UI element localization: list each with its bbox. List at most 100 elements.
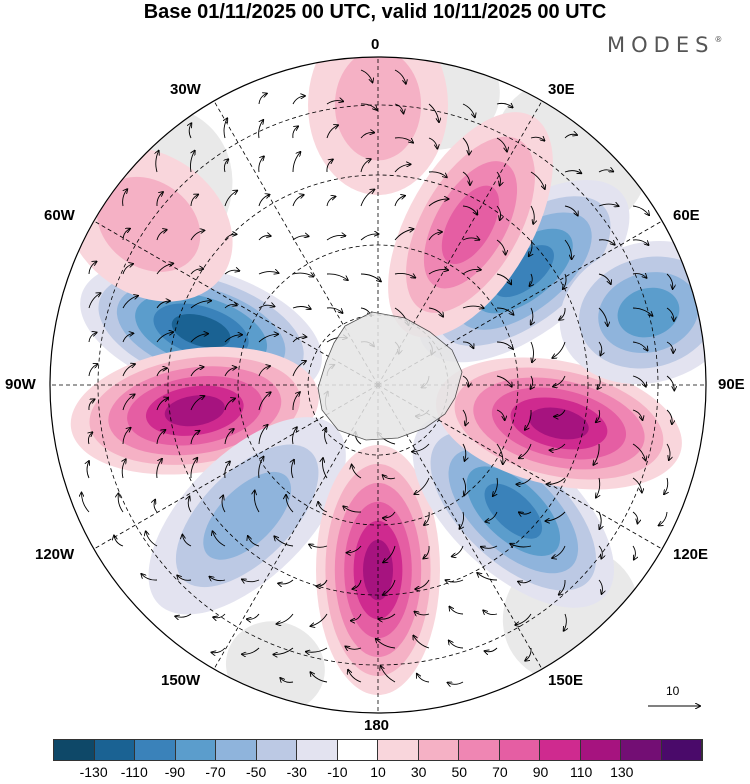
wind-arrow — [188, 496, 192, 513]
wind-arrow — [598, 273, 611, 284]
wind-arrow — [306, 647, 328, 652]
wind-arrow — [360, 103, 377, 110]
wind-arrow — [449, 607, 464, 615]
wind-arrow — [190, 195, 198, 207]
wind-arrow — [323, 458, 328, 479]
wind-arrow — [496, 103, 513, 107]
wind-arrow — [428, 171, 447, 177]
lon-label-90w: 90W — [5, 376, 36, 393]
vector-reference: 10 — [646, 684, 706, 714]
meridian-line — [213, 384, 379, 670]
wind-arrow — [122, 364, 135, 377]
lon-label-120e: 120E — [673, 546, 709, 563]
wind-arrow — [599, 511, 601, 529]
wind-arrow — [496, 137, 507, 152]
wind-arrow — [224, 305, 237, 309]
wind-arrow — [122, 394, 135, 411]
vector-reference-label: 10 — [666, 684, 680, 698]
wind-arrow — [462, 137, 469, 155]
map-title: Base 01/11/2025 00 UTC, valid 10/11/2025… — [143, 1, 607, 23]
wind-arrow — [394, 229, 414, 241]
wind-arrow — [394, 196, 405, 207]
colorbar-ticks: -130 -110 -90 -70 -50 -30 -10 10 30 50 70 90 110 130 — [0, 764, 750, 784]
wind-arrow — [666, 341, 673, 353]
wind-arrow — [286, 495, 294, 513]
wind-arrow — [496, 171, 500, 186]
meridian-line — [377, 384, 663, 550]
colorbar-tick-label: 30 — [410, 764, 427, 780]
wind-arrow — [462, 238, 479, 240]
wind-arrow — [428, 199, 449, 207]
colorbar-swatch-12 — [540, 740, 581, 760]
wind-arrow — [156, 151, 159, 173]
wind-arrow — [224, 367, 236, 377]
wind-arrow — [190, 431, 200, 445]
wind-arrow — [224, 461, 230, 479]
wind-arrow — [477, 573, 498, 581]
wind-arrow — [564, 134, 577, 139]
wind-arrow — [525, 409, 532, 430]
wind-arrow — [224, 429, 234, 445]
colorbar-swatch-4 — [216, 740, 257, 760]
wind-arrow — [258, 156, 264, 173]
wind-arrow — [292, 195, 304, 207]
wind-arrow — [360, 132, 374, 139]
wind-arrow — [553, 375, 566, 387]
wind-arrow — [496, 307, 514, 315]
wind-arrow — [529, 273, 532, 286]
wind-arrow — [122, 264, 133, 275]
wind-arrow — [383, 475, 396, 479]
lon-label-180: 180 — [364, 717, 390, 734]
colorbar-swatch-9 — [418, 740, 459, 760]
wind-arrow — [496, 205, 501, 220]
wind-arrow — [413, 636, 430, 649]
wind-arrow — [292, 392, 300, 411]
wind-arrow — [242, 647, 260, 654]
wind-arrow — [309, 544, 328, 547]
wind-arrow — [258, 305, 275, 309]
wind-arrow — [563, 273, 566, 289]
brand-logo: MODES® — [607, 33, 722, 57]
wind-arrow — [156, 398, 168, 411]
wind-arrow — [292, 337, 306, 343]
wind-arrow — [632, 274, 647, 278]
lon-label-120w: 120W — [35, 546, 75, 563]
wind-arrow — [222, 495, 226, 513]
wind-arrow — [449, 641, 464, 649]
wind-arrow — [88, 293, 101, 309]
wind-arrow — [156, 332, 173, 343]
wind-arrow — [190, 396, 204, 411]
wind-arrow — [664, 477, 668, 494]
meridian-line — [377, 100, 543, 386]
wind-arrow — [666, 273, 673, 289]
wind-arrow — [292, 306, 311, 309]
wind-arrow — [258, 366, 270, 377]
wind-arrow — [632, 205, 649, 215]
wind-arrow — [118, 493, 124, 513]
wind-arrow — [326, 235, 345, 241]
wind-arrow — [483, 610, 498, 614]
map-border — [49, 56, 707, 714]
wind-arrow — [394, 137, 413, 143]
wind-arrow — [598, 239, 615, 245]
wind-arrow — [493, 477, 498, 496]
colorbar — [53, 739, 703, 761]
wind-arrow — [114, 536, 124, 547]
wind-arrow — [598, 341, 602, 355]
wind-arrow — [360, 190, 374, 207]
wind-arrow — [564, 171, 581, 174]
wind-arrow — [248, 536, 260, 547]
wind-arrow — [448, 681, 464, 684]
lon-label-150w: 150W — [161, 672, 201, 689]
colorbar-swatch-5 — [256, 740, 297, 760]
wind-arrow — [258, 457, 264, 479]
wind-arrow — [462, 443, 466, 461]
wind-arrow — [414, 612, 430, 615]
brand-name: MODES — [607, 33, 715, 57]
anomaly-contour — [164, 395, 225, 427]
wind-arrow — [190, 230, 204, 241]
wind-arrow — [175, 613, 192, 617]
wind-arrow — [481, 546, 498, 548]
wind-arrow — [632, 239, 649, 245]
wind-arrow — [274, 536, 294, 547]
